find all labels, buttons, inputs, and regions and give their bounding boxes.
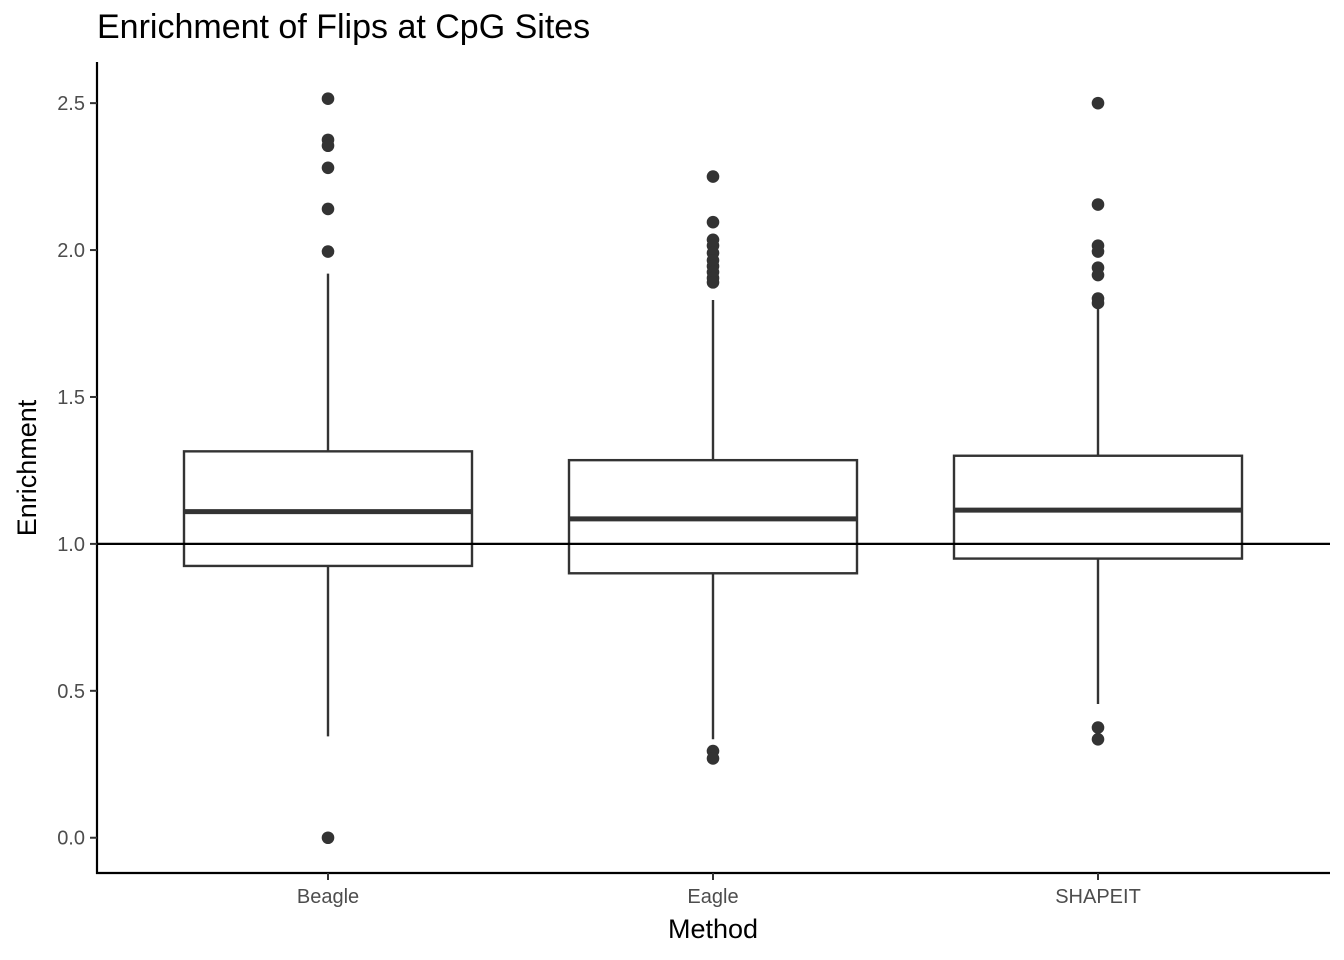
axes-group: 0.0 0.5 1.0 1.5 2.0 2.5 Beagle Eagle SHAPEIT bbox=[57, 62, 1330, 908]
chart-title: Enrichment of Flips at CpG Sites bbox=[97, 8, 591, 46]
x-tick-label: SHAPEIT bbox=[1055, 886, 1141, 908]
y-tick-label: 2.5 bbox=[57, 93, 85, 115]
y-tick-label: 0.0 bbox=[57, 828, 85, 850]
iqr-box bbox=[182, 450, 474, 568]
outlier-point bbox=[321, 831, 335, 845]
outlier-point bbox=[1091, 96, 1105, 110]
outlier-point bbox=[321, 139, 335, 153]
x-tick-label: Eagle bbox=[687, 886, 738, 908]
outlier-point bbox=[1091, 733, 1105, 746]
boxes-group bbox=[182, 92, 1244, 845]
box-shapeit bbox=[952, 96, 1244, 746]
outlier-point bbox=[1091, 198, 1105, 211]
outlier-point bbox=[706, 170, 720, 183]
outlier-point bbox=[1091, 296, 1105, 310]
box-eagle bbox=[567, 170, 859, 765]
y-axis-title: Enrichment bbox=[12, 399, 42, 536]
outlier-point bbox=[321, 92, 335, 106]
y-tick-label: 1.0 bbox=[57, 534, 85, 556]
outlier-point bbox=[706, 276, 720, 289]
outlier-point bbox=[1091, 721, 1105, 734]
y-tick-label: 0.5 bbox=[57, 681, 85, 703]
x-axis-title: Method bbox=[668, 914, 758, 944]
iqr-box bbox=[952, 454, 1244, 560]
outlier-point bbox=[706, 752, 720, 765]
x-tick-label: Beagle bbox=[297, 886, 359, 908]
outlier-point bbox=[321, 202, 335, 216]
box-beagle bbox=[182, 92, 474, 845]
y-tick-label: 1.5 bbox=[57, 387, 85, 409]
outlier-point bbox=[1091, 245, 1105, 258]
y-tick-label: 2.0 bbox=[57, 240, 85, 262]
outlier-point bbox=[1091, 268, 1105, 282]
outlier-point bbox=[321, 245, 335, 258]
outlier-point bbox=[321, 161, 335, 175]
outlier-point bbox=[706, 215, 720, 229]
